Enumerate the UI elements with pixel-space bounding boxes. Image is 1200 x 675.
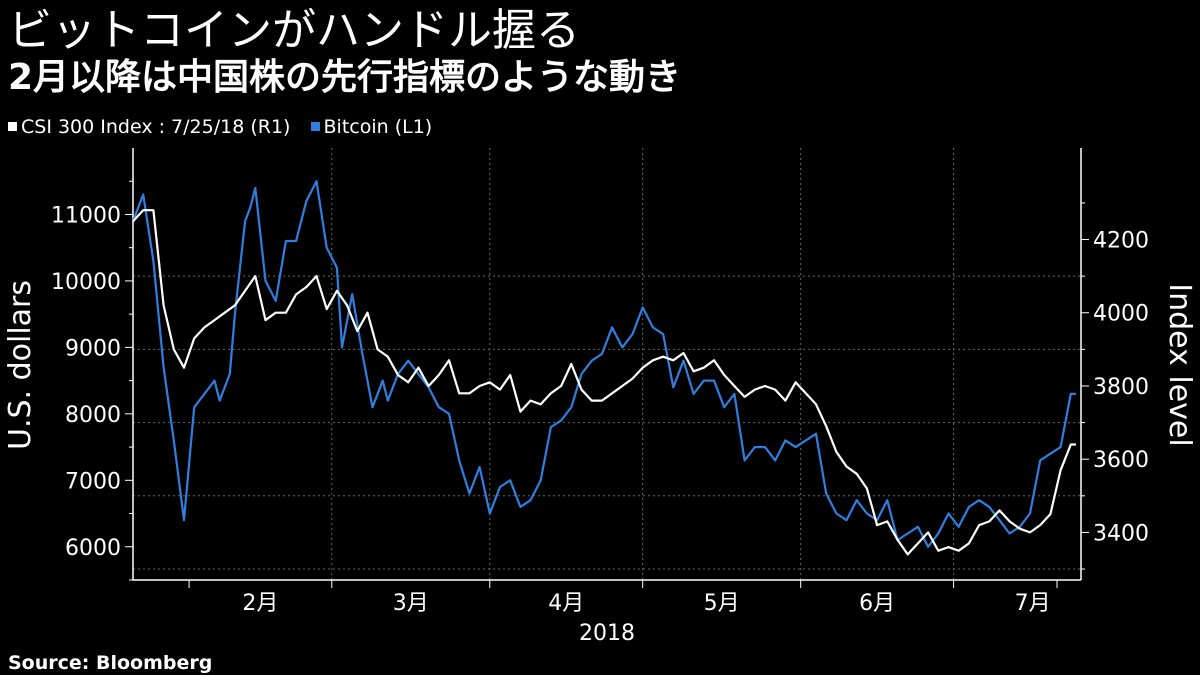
- series-line-csi300: [132, 209, 1076, 556]
- gridlines: [133, 148, 1081, 580]
- x-axis-label: 2018: [579, 621, 635, 646]
- y-right-tick-label: 3800: [1093, 375, 1149, 400]
- y-right-tick-label: 4000: [1093, 302, 1149, 327]
- y-left-tick-label: 11000: [51, 203, 121, 228]
- x-tick-label: 2月: [242, 591, 278, 616]
- x-tick-label: 3月: [393, 591, 429, 616]
- series-line-bitcoin: [131, 180, 1076, 548]
- chart-title: ビットコインがハンドル握る: [8, 5, 580, 56]
- x-tick-label: 7月: [1015, 591, 1051, 616]
- legend-item-btc: Bitcoin (L1): [310, 114, 433, 140]
- legend-item-csi: CSI 300 Index : 7/25/18 (R1): [8, 114, 290, 140]
- legend-label-csi: CSI 300 Index : 7/25/18 (R1): [21, 115, 291, 138]
- x-tick-label: 5月: [704, 591, 740, 616]
- y-left-tick-label: 10000: [51, 270, 121, 295]
- y-left-tick-label: 9000: [65, 336, 121, 361]
- source-note: Source: Bloomberg: [8, 652, 213, 674]
- legend-swatch-btc: [310, 122, 320, 131]
- y-right-tick-label: 3600: [1093, 448, 1149, 473]
- y-axis-label-left: U.S. dollars: [3, 280, 38, 450]
- y-right-tick-label: 3400: [1093, 521, 1149, 546]
- y-left-tick-label: 8000: [65, 403, 121, 428]
- series-lines: [131, 180, 1076, 556]
- y-axis-label-right: Index level: [1162, 283, 1197, 446]
- y-left-tick-label: 7000: [65, 469, 121, 494]
- chart-subtitle: 2月以降は中国株の先行指標のような動き: [8, 57, 682, 98]
- x-tick-label: 4月: [548, 591, 584, 616]
- x-tick-label: 6月: [859, 591, 895, 616]
- legend: CSI 300 Index : 7/25/18 (R1) Bitcoin (L1…: [8, 112, 446, 140]
- y-left-tick-label: 6000: [65, 536, 121, 561]
- axes: [125, 148, 1089, 588]
- tick-labels: 2月 3月 4月 5月 6月 7月 6000 7000 8000 9000 10000 11000 34…: [51, 203, 1149, 616]
- legend-label-btc: Bitcoin (L1): [323, 115, 433, 138]
- y-right-tick-label: 4200: [1093, 229, 1149, 254]
- legend-swatch-csi: [8, 122, 17, 131]
